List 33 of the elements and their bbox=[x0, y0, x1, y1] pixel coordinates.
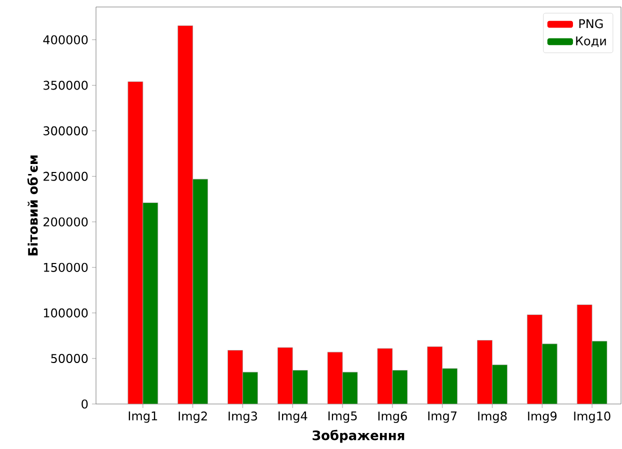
bar bbox=[228, 350, 243, 404]
x-tick-label: Img8 bbox=[478, 412, 507, 423]
bar bbox=[277, 347, 293, 404]
bar bbox=[377, 348, 393, 404]
x-tick-label: Img6 bbox=[378, 412, 407, 423]
legend-label: PNG bbox=[579, 19, 603, 28]
x-tick-label: Img4 bbox=[278, 412, 308, 423]
bar bbox=[178, 25, 194, 404]
legend-label: Коди bbox=[576, 36, 606, 47]
y-tick-label: 200000 bbox=[44, 217, 88, 226]
y-tick-label: 250000 bbox=[44, 172, 88, 181]
y-tick-label: 0 bbox=[82, 399, 88, 409]
y-tick-label: 300000 bbox=[44, 126, 88, 136]
x-tick-label: Img1 bbox=[128, 412, 158, 423]
x-tick-label: Img3 bbox=[228, 412, 257, 423]
x-tick-label: Img2 bbox=[178, 412, 207, 423]
y-tick-label: 150000 bbox=[44, 262, 88, 272]
y-axis-title: Бітовий об'єм bbox=[27, 156, 38, 256]
x-axis-title: Зображення bbox=[312, 430, 404, 443]
bar bbox=[576, 304, 592, 404]
y-tick-label: 350000 bbox=[44, 80, 88, 90]
bar bbox=[327, 352, 343, 404]
bar bbox=[427, 346, 443, 404]
x-tick-label: Img9 bbox=[528, 412, 557, 423]
x-tick-label: Img7 bbox=[428, 412, 457, 423]
bar bbox=[477, 340, 492, 404]
y-tick-label: 50000 bbox=[51, 354, 88, 363]
x-tick-label: Img5 bbox=[328, 412, 357, 423]
y-tick-label: 100000 bbox=[44, 308, 88, 318]
bar bbox=[526, 314, 542, 404]
bar bbox=[128, 81, 144, 404]
x-tick-label: Img10 bbox=[574, 412, 610, 423]
y-tick-label: 400000 bbox=[43, 35, 88, 44]
